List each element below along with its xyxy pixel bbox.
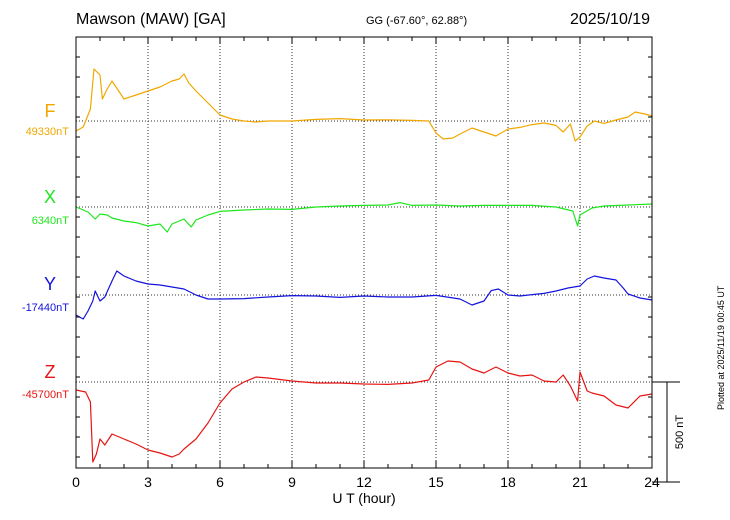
component-label-y: Y xyxy=(44,274,56,294)
date-label: 2025/10/19 xyxy=(570,11,651,28)
grid-layer xyxy=(76,37,652,468)
x-tick-label: 18 xyxy=(500,474,516,490)
baseline-value-x: 6340nT xyxy=(32,215,70,227)
series-line-f xyxy=(75,68,653,142)
station-coords: GG (-67.60°, 62.88°) xyxy=(366,15,468,27)
x-tick-label: 24 xyxy=(644,474,660,490)
series-layer xyxy=(75,68,653,463)
station-title: Mawson (MAW) [GA] xyxy=(76,11,226,28)
series-line-x xyxy=(75,202,653,233)
x-tick-label: 9 xyxy=(288,474,296,490)
plot-frame xyxy=(75,36,680,483)
x-tick-label: 0 xyxy=(72,474,80,490)
component-label-f: F xyxy=(45,101,56,121)
baseline-value-z: -45700nT xyxy=(22,389,69,401)
component-label-x: X xyxy=(44,187,56,207)
scale-bar-label: 500 nT xyxy=(674,415,686,450)
x-tick-label: 21 xyxy=(572,474,588,490)
component-label-z: Z xyxy=(45,362,56,382)
x-tick-label: 15 xyxy=(428,474,444,490)
x-tick-label: 6 xyxy=(216,474,224,490)
x-tick-label: 3 xyxy=(144,474,152,490)
series-line-y xyxy=(75,270,653,320)
series-line-z xyxy=(75,360,653,463)
baseline-value-f: 49330nT xyxy=(26,126,70,138)
label-layer: 0 3 6 9 12 15 18 21 24 U T (hour) F 49330nT X 6340nT Y… xyxy=(22,101,686,506)
x-axis-label: U T (hour) xyxy=(332,490,395,506)
baseline-value-y: -17440nT xyxy=(22,302,69,314)
x-tick-label: 12 xyxy=(356,474,372,490)
